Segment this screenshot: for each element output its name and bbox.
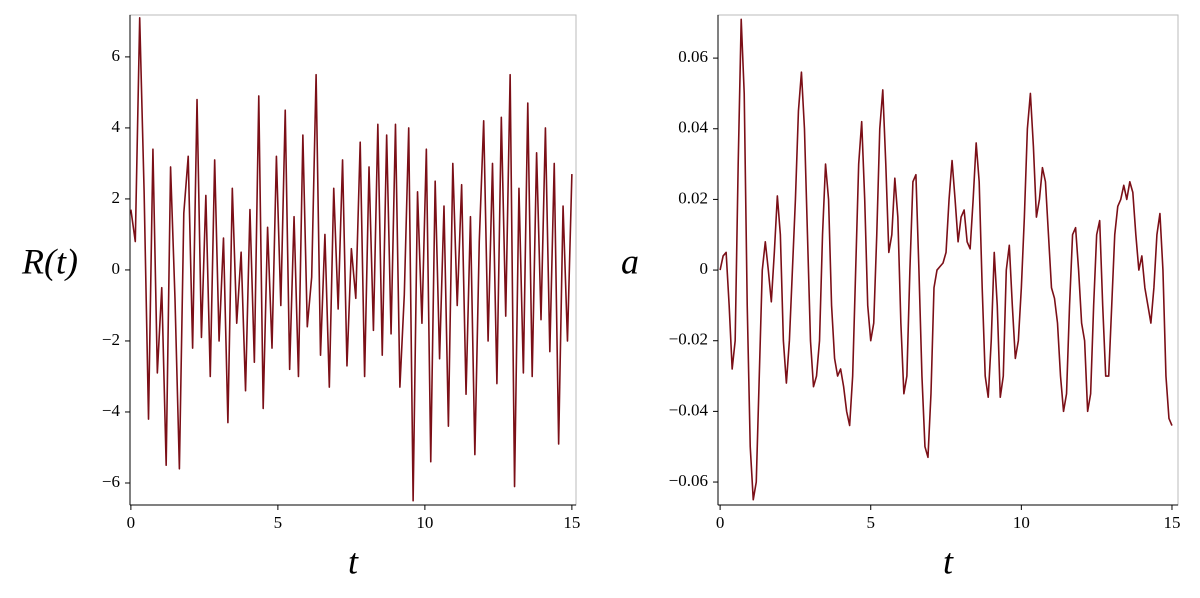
y-tick-label: 2 (112, 188, 121, 207)
y-tick-label: 6 (112, 46, 121, 65)
plot-frame (717, 14, 1179, 506)
x-tick-label: 5 (274, 513, 283, 532)
x-tick-label: 0 (127, 513, 136, 532)
y-tick-label: 0 (700, 259, 709, 278)
y-tick-label: 0.04 (678, 118, 708, 137)
y-tick-label: 4 (112, 117, 121, 136)
y-tick-label: 0.06 (678, 47, 708, 66)
data-line (719, 18, 1173, 501)
x-axis-label: t (348, 541, 359, 581)
x-tick-label: 10 (1013, 513, 1030, 532)
x-tick-label: 0 (716, 513, 725, 532)
y-axis-label: a (621, 241, 639, 281)
y-tick-label: −2 (102, 330, 120, 349)
data-line (130, 17, 573, 502)
y-tick-label: −4 (102, 401, 121, 420)
x-tick-label: 15 (1163, 513, 1180, 532)
y-tick-label: −0.04 (669, 400, 709, 419)
y-tick-label: 0.02 (678, 188, 708, 207)
x-tick-label: 15 (563, 513, 580, 532)
x-tick-label: 10 (416, 513, 433, 532)
x-tick-label: 5 (866, 513, 875, 532)
x-axis-label: t (943, 541, 954, 581)
y-tick-label: −6 (102, 472, 120, 491)
y-tick-label: −0.02 (669, 330, 708, 349)
y-tick-label: 0 (112, 259, 121, 278)
y-axis-label: R(t) (21, 241, 78, 281)
y-tick-label: −0.06 (669, 471, 708, 490)
